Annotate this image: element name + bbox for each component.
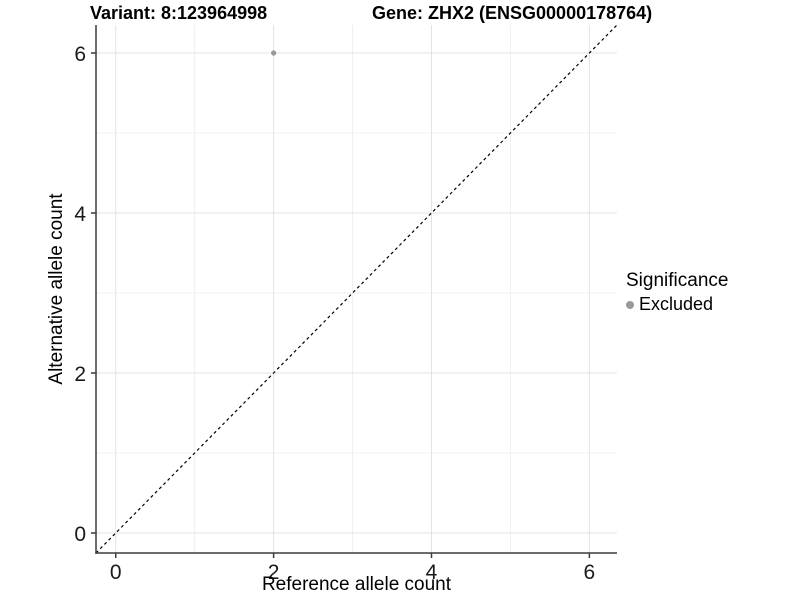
legend-item-excluded: Excluded (626, 294, 728, 315)
data-point (271, 50, 277, 56)
x-tick-label: 6 (584, 561, 596, 584)
y-axis-title: Alternative allele count (46, 193, 67, 385)
y-tick-label: 2 (74, 363, 86, 386)
x-tick-label: 2 (268, 561, 280, 584)
identity-line (95, 24, 618, 554)
legend-title: Significance (626, 270, 729, 291)
y-tick-label: 6 (74, 43, 86, 66)
legend: Significance Excluded (626, 270, 728, 315)
plot-title-variant: Variant: 8:123964998 (90, 3, 268, 23)
plot-title-gene: Gene: ZHX2 (ENSG00000178764) (372, 3, 653, 23)
x-tick-label: 4 (426, 561, 438, 584)
y-tick-label: 0 (74, 523, 86, 546)
x-axis-title: Reference allele count (261, 574, 452, 595)
y-tick-label: 4 (74, 203, 86, 226)
legend-item-label: Excluded (639, 294, 714, 314)
x-tick-label: 0 (110, 561, 122, 584)
point-icon (626, 300, 634, 309)
